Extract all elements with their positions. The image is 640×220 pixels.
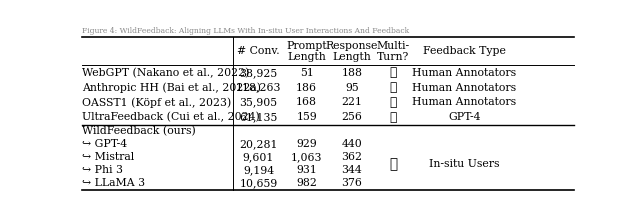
Text: ↪ Mistral: ↪ Mistral <box>83 152 135 162</box>
Text: 929: 929 <box>296 139 317 149</box>
Text: ✗: ✗ <box>390 81 397 94</box>
Text: Human Annotators: Human Annotators <box>412 82 516 93</box>
Text: GPT-4: GPT-4 <box>448 112 481 122</box>
Text: 1,063: 1,063 <box>291 152 323 162</box>
Text: 168: 168 <box>296 97 317 107</box>
Text: 256: 256 <box>341 112 362 122</box>
Text: OASST1 (Köpf et al., 2023): OASST1 (Köpf et al., 2023) <box>83 97 232 108</box>
Text: ↪ LLaMA 3: ↪ LLaMA 3 <box>83 178 146 188</box>
Text: 10,659: 10,659 <box>239 178 278 188</box>
Text: ✗: ✗ <box>390 111 397 124</box>
Text: 188: 188 <box>341 68 362 78</box>
Text: 51: 51 <box>300 68 314 78</box>
Text: 186: 186 <box>296 82 317 93</box>
Text: ↪ Phi 3: ↪ Phi 3 <box>83 165 124 175</box>
Text: 931: 931 <box>296 165 317 175</box>
Text: Response
Length: Response Length <box>326 40 378 62</box>
Text: 362: 362 <box>341 152 362 162</box>
Text: Feedback Type: Feedback Type <box>423 46 506 56</box>
Text: 9,194: 9,194 <box>243 165 274 175</box>
Text: WildFeedback (ours): WildFeedback (ours) <box>83 126 196 136</box>
Text: 9,601: 9,601 <box>243 152 275 162</box>
Text: 118,263: 118,263 <box>236 82 282 93</box>
Text: UltraFeedback (Cui et al., 2024): UltraFeedback (Cui et al., 2024) <box>83 112 260 122</box>
Text: Human Annotators: Human Annotators <box>412 68 516 78</box>
Text: 38,925: 38,925 <box>239 68 278 78</box>
Text: 20,281: 20,281 <box>239 139 278 149</box>
Text: Anthropic HH (Bai et al., 2022a): Anthropic HH (Bai et al., 2022a) <box>83 82 262 93</box>
Text: 440: 440 <box>341 139 362 149</box>
Text: 61,135: 61,135 <box>239 112 278 122</box>
Text: 159: 159 <box>296 112 317 122</box>
Text: 982: 982 <box>296 178 317 188</box>
Text: Multi-
Turn?: Multi- Turn? <box>377 40 410 62</box>
Text: 221: 221 <box>341 97 362 107</box>
Text: 35,905: 35,905 <box>239 97 278 107</box>
Text: 376: 376 <box>341 178 362 188</box>
Text: WebGPT (Nakano et al., 2022): WebGPT (Nakano et al., 2022) <box>83 68 250 78</box>
Text: Human Annotators: Human Annotators <box>412 97 516 107</box>
Text: ✓: ✓ <box>389 157 397 171</box>
Text: ✓: ✓ <box>390 96 397 109</box>
Text: ↪ GPT-4: ↪ GPT-4 <box>83 139 127 149</box>
Text: 344: 344 <box>341 165 362 175</box>
Text: # Conv.: # Conv. <box>237 46 280 56</box>
Text: ✗: ✗ <box>390 66 397 79</box>
Text: 95: 95 <box>345 82 358 93</box>
Text: Figure 4: WildFeedback: Aligning LLMs With In-situ User Interactions And Feedbac: Figure 4: WildFeedback: Aligning LLMs Wi… <box>83 27 410 35</box>
Text: Prompt
Length: Prompt Length <box>286 40 327 62</box>
Text: In-situ Users: In-situ Users <box>429 159 500 169</box>
